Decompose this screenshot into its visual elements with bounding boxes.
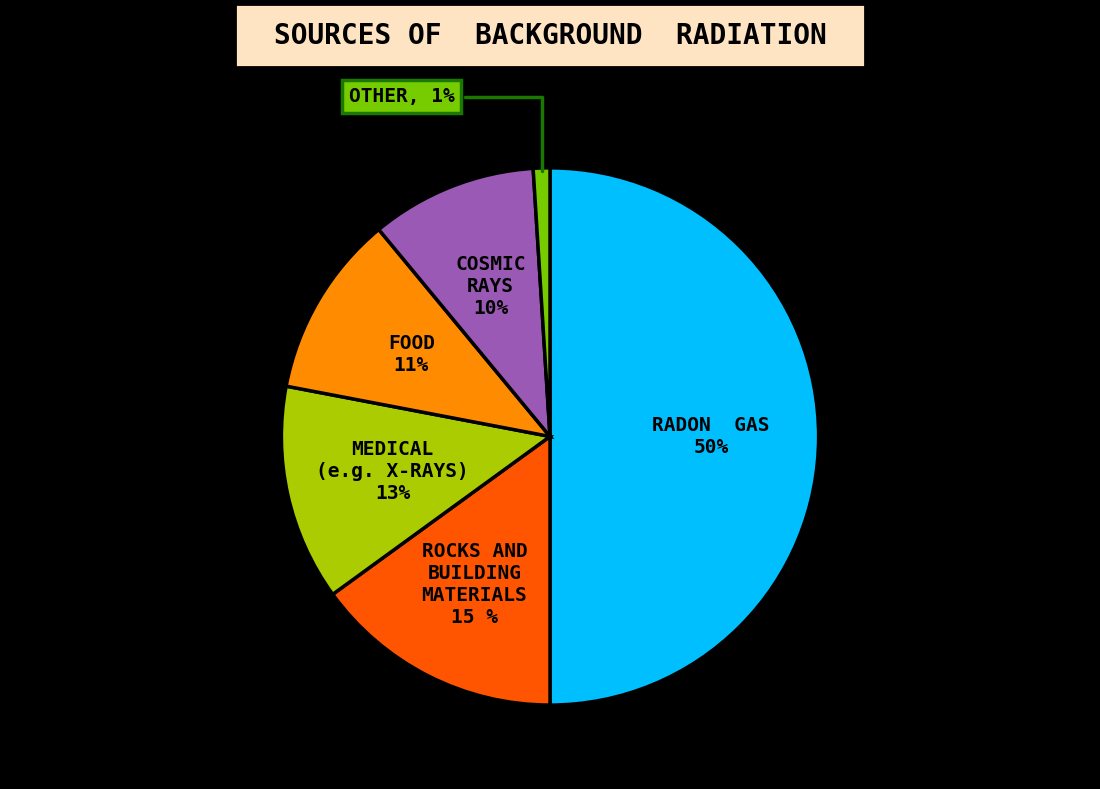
Wedge shape <box>332 436 550 705</box>
Text: OTHER, 1%: OTHER, 1% <box>349 87 541 170</box>
Text: ROCKS AND
BUILDING
MATERIALS
15 %: ROCKS AND BUILDING MATERIALS 15 % <box>421 542 527 627</box>
Wedge shape <box>378 168 550 436</box>
Text: RADON  GAS
50%: RADON GAS 50% <box>652 416 770 457</box>
Wedge shape <box>550 168 818 705</box>
Wedge shape <box>534 168 550 436</box>
Wedge shape <box>282 386 550 594</box>
Text: FOOD
11%: FOOD 11% <box>388 334 434 375</box>
FancyBboxPatch shape <box>235 4 865 67</box>
Wedge shape <box>286 230 550 436</box>
Text: SOURCES OF  BACKGROUND  RADIATION: SOURCES OF BACKGROUND RADIATION <box>274 21 826 50</box>
Text: COSMIC
RAYS
10%: COSMIC RAYS 10% <box>455 255 526 318</box>
Text: MEDICAL
(e.g. X-RAYS)
13%: MEDICAL (e.g. X-RAYS) 13% <box>317 440 469 503</box>
